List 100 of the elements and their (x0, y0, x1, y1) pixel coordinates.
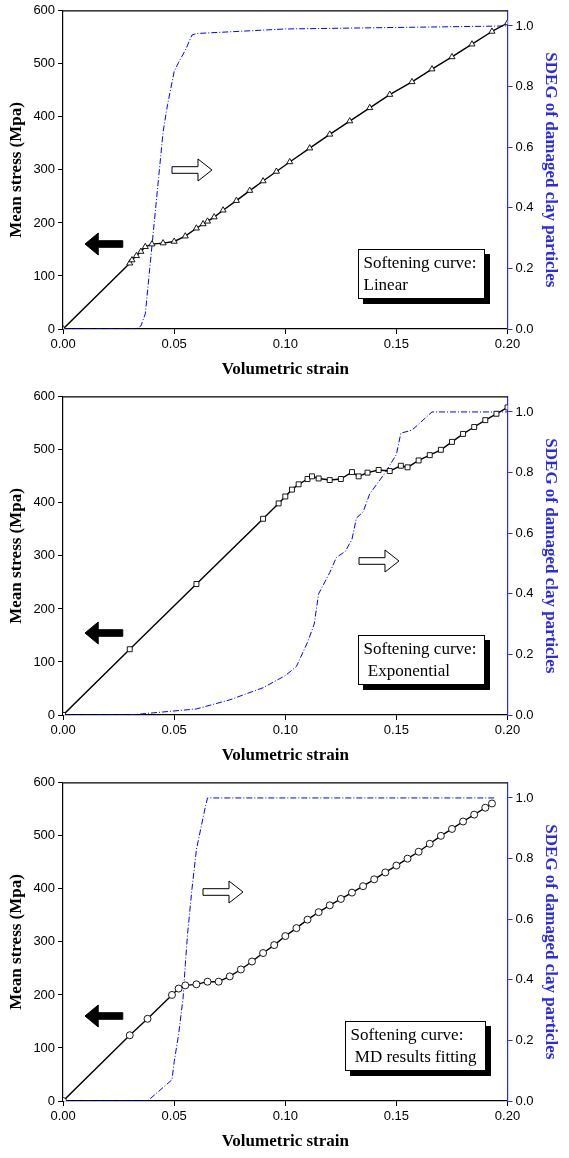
point (426, 452, 433, 459)
point (448, 52, 456, 60)
point (210, 213, 218, 220)
x-axis-title: Volumetric strain (221, 745, 350, 765)
point (314, 908, 323, 917)
point (128, 256, 136, 263)
y-tick-label: 500 (33, 441, 56, 457)
x-tick-label: 0.15 (383, 722, 410, 738)
point (181, 232, 189, 239)
y-axis-title: Mean stress (Mpa) (5, 488, 25, 624)
x-tick-label: 0.15 (383, 1108, 410, 1124)
point (437, 446, 444, 453)
y-tick-label: 200 (33, 986, 56, 1002)
y-tick-label: 100 (33, 267, 56, 283)
y-tick-label: 500 (33, 827, 56, 843)
y2-tick-label: 0.6 (515, 138, 534, 154)
y2-tick-label: 0.2 (515, 645, 534, 661)
point (260, 515, 267, 522)
point (366, 103, 374, 111)
point (309, 473, 315, 480)
point (259, 177, 267, 184)
point (336, 894, 345, 903)
y2-tick-label: 0.8 (515, 464, 534, 480)
y2-tick-label: 0.0 (515, 706, 534, 722)
point (436, 831, 445, 840)
point (460, 431, 467, 437)
y-tick-label: 600 (33, 388, 56, 404)
y-tick-label: 600 (33, 774, 56, 790)
point (192, 224, 200, 231)
point (295, 481, 302, 488)
point (326, 477, 333, 483)
y-tick-label: 100 (33, 653, 56, 669)
y-tick-label: 300 (33, 161, 56, 177)
point (397, 462, 404, 469)
y-tick-label: 400 (33, 494, 56, 510)
point (349, 469, 355, 476)
point (275, 500, 282, 507)
x-tick-label: 0.10 (272, 1108, 298, 1124)
x-axis-title: Volumetric strain (221, 1131, 350, 1151)
y-tick-label: 200 (33, 214, 56, 230)
point (488, 27, 496, 34)
y2-tick-label: 1.0 (515, 17, 534, 33)
point (375, 467, 382, 473)
point (219, 206, 227, 213)
point (381, 868, 390, 877)
y-tick-label: 500 (33, 55, 56, 71)
y-tick-label: 300 (33, 933, 56, 949)
point (143, 1014, 152, 1023)
y-tick-label: 100 (33, 1039, 56, 1055)
x-tick-label: 0.05 (161, 336, 187, 352)
point (181, 981, 190, 990)
y-tick-label: 0 (47, 1092, 56, 1108)
point (370, 875, 379, 884)
annotation: Softening curve: MD results fitting (344, 1021, 486, 1071)
point (471, 424, 478, 430)
annotation: Softening curve: Exponential (357, 635, 486, 685)
point (303, 915, 312, 924)
y2-tick-label: 0.0 (515, 320, 534, 336)
x-axis-title: Volumetric strain (221, 359, 350, 379)
point (415, 457, 422, 464)
point (414, 847, 423, 856)
y2-tick-label: 0.0 (515, 1092, 534, 1108)
point (203, 977, 212, 986)
point (132, 251, 140, 259)
point (488, 799, 496, 808)
y2-tick-label: 1.0 (515, 403, 534, 419)
point (246, 186, 254, 193)
point (459, 817, 468, 826)
x-tick-label: 0.00 (50, 1108, 76, 1124)
y2-tick-label: 0.6 (515, 524, 534, 540)
point (346, 117, 354, 124)
point (272, 167, 280, 174)
point (174, 984, 183, 993)
point (170, 237, 178, 244)
y-axis-title: Mean stress (Mpa) (5, 102, 25, 238)
point (193, 581, 200, 587)
y2-tick-label: 0.2 (515, 259, 534, 275)
point (386, 468, 393, 474)
x-tick-label: 0.15 (383, 336, 410, 352)
point (192, 980, 201, 989)
y-tick-label: 400 (33, 108, 56, 124)
y2-axis-title: SDEG of damaged clay particles (542, 52, 562, 288)
point (225, 972, 234, 981)
y2-tick-label: 0.4 (515, 199, 534, 215)
y-tick-label: 600 (33, 2, 56, 18)
point (199, 220, 207, 227)
point (306, 144, 314, 151)
y-tick-label: 200 (33, 600, 56, 616)
y-tick-label: 400 (33, 880, 56, 896)
point (325, 901, 334, 910)
point (425, 839, 434, 848)
y2-axis-title: SDEG of damaged clay particles (542, 824, 562, 1060)
y-tick-label: 300 (33, 547, 56, 563)
point (355, 473, 362, 480)
point (326, 130, 334, 137)
point (448, 824, 456, 833)
point (481, 803, 490, 812)
x-tick-label: 0.10 (272, 722, 298, 738)
point (282, 493, 289, 500)
point (289, 486, 295, 493)
